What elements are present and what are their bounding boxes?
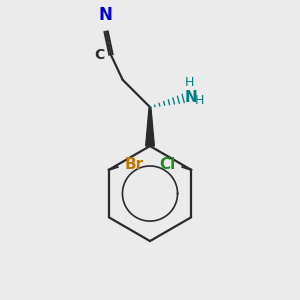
Text: Br: Br (125, 157, 144, 172)
Text: N: N (184, 90, 197, 105)
Text: C: C (94, 48, 105, 62)
Text: H: H (185, 76, 194, 89)
Text: Cl: Cl (159, 157, 175, 172)
Text: H: H (195, 94, 204, 107)
Text: N: N (99, 6, 113, 24)
Polygon shape (146, 107, 154, 146)
